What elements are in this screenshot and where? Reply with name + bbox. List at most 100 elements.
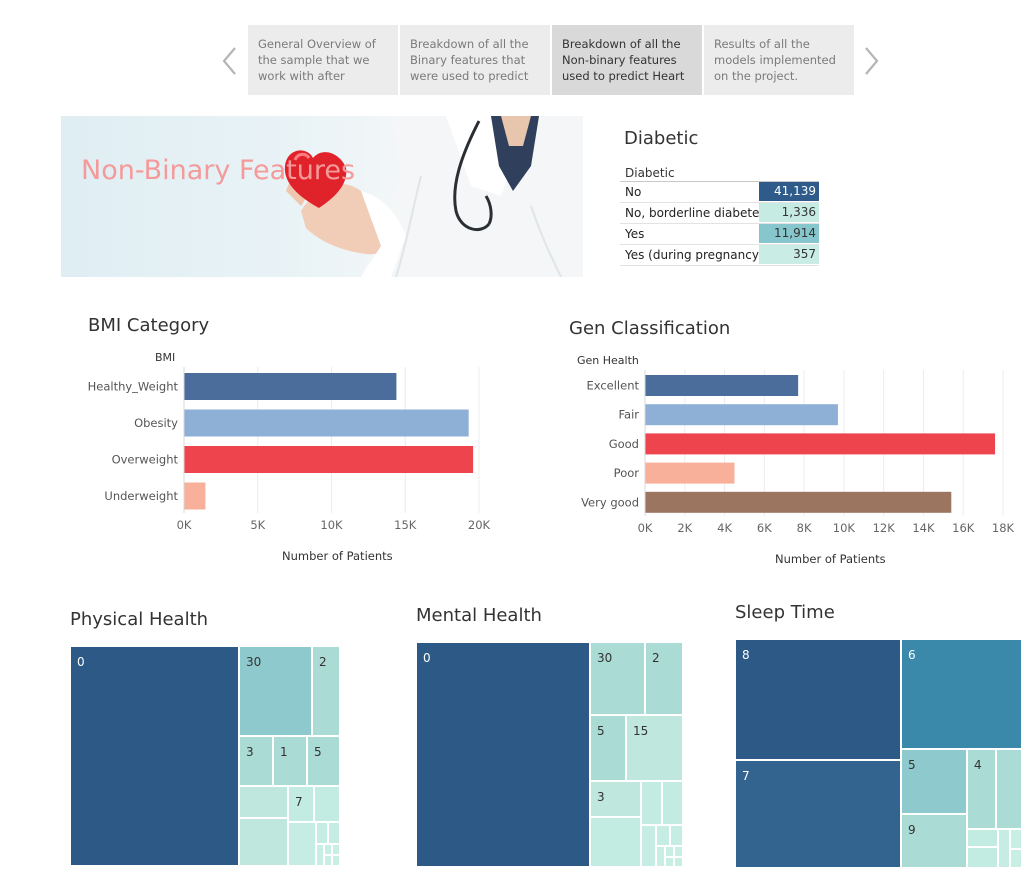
category-label: Healthy_Weight bbox=[88, 380, 179, 394]
treemap-cell[interactable] bbox=[1010, 849, 1022, 868]
diabetic-row-value: 1,336 bbox=[759, 203, 819, 222]
bar-overweight[interactable] bbox=[184, 446, 474, 473]
treemap-cell[interactable] bbox=[996, 749, 1022, 829]
treemap-cell-8[interactable]: 8 bbox=[735, 639, 901, 760]
treemap-cell[interactable] bbox=[665, 857, 674, 867]
bar-fair[interactable] bbox=[645, 404, 838, 426]
treemap-cell[interactable] bbox=[324, 844, 332, 855]
treemap-cell-4[interactable]: 4 bbox=[967, 749, 996, 829]
treemap-cell-3[interactable]: 3 bbox=[590, 781, 641, 817]
x-tick-label: 12K bbox=[873, 521, 896, 535]
bar-underweight[interactable] bbox=[184, 482, 206, 510]
treemap-cell[interactable] bbox=[288, 822, 316, 866]
bar-very-good[interactable] bbox=[645, 491, 952, 513]
x-tick-label: 0K bbox=[638, 521, 653, 535]
category-label: Excellent bbox=[586, 379, 639, 393]
next-story-arrow-icon[interactable] bbox=[860, 45, 882, 77]
story-point-1[interactable]: General Overview of the sample that we w… bbox=[248, 25, 398, 95]
treemap-cell-7[interactable]: 7 bbox=[288, 786, 314, 822]
treemap-cell[interactable] bbox=[967, 829, 998, 847]
treemap-label: 5 bbox=[314, 745, 322, 759]
treemap-cell-6[interactable]: 6 bbox=[901, 639, 1022, 749]
treemap-cell[interactable] bbox=[239, 818, 288, 866]
treemap-cell[interactable] bbox=[332, 844, 340, 855]
treemap-cell[interactable] bbox=[674, 846, 683, 857]
treemap-label: 6 bbox=[908, 648, 916, 662]
treemap-label: 15 bbox=[633, 724, 649, 738]
treemap-cell-1[interactable]: 1 bbox=[273, 736, 307, 786]
treemap-cell[interactable] bbox=[239, 786, 288, 818]
treemap-label: 8 bbox=[742, 648, 750, 662]
story-point-3-active[interactable]: Breakdown of all the Non-binary features… bbox=[552, 25, 702, 95]
diabetic-row-label: Yes bbox=[625, 227, 645, 241]
bar-healthy-weight[interactable] bbox=[184, 373, 397, 400]
treemap-cell-5[interactable]: 5 bbox=[590, 715, 626, 781]
treemap-cell[interactable] bbox=[314, 786, 340, 822]
previous-story-arrow-icon[interactable] bbox=[219, 45, 241, 77]
treemap-label: 0 bbox=[77, 655, 85, 669]
treemap-cell-0[interactable]: 0 bbox=[416, 642, 590, 867]
treemap-cell-15[interactable]: 15 bbox=[626, 715, 683, 781]
treemap-label: 2 bbox=[652, 651, 660, 665]
treemap-cell[interactable] bbox=[316, 844, 324, 866]
bar-obesity[interactable] bbox=[184, 409, 469, 437]
treemap-label: 5 bbox=[908, 758, 916, 772]
treemap-cell[interactable] bbox=[967, 847, 998, 868]
treemap-cell-30[interactable]: 30 bbox=[239, 646, 312, 736]
story-point-2[interactable]: Breakdown of all the Binary features tha… bbox=[400, 25, 550, 95]
treemap-cell-3[interactable]: 3 bbox=[239, 736, 273, 786]
treemap-label: 7 bbox=[742, 769, 750, 783]
category-label: Overweight bbox=[112, 453, 179, 467]
sleep-time-treemap: 8 6 7 5 4 9 bbox=[735, 639, 1022, 868]
treemap-cell-5[interactable]: 5 bbox=[307, 736, 340, 786]
x-tick-label: 0K bbox=[177, 518, 192, 532]
bar-good[interactable] bbox=[645, 433, 996, 455]
treemap-cell[interactable] bbox=[590, 817, 641, 867]
treemap-cell[interactable] bbox=[641, 781, 662, 825]
treemap-cell[interactable] bbox=[324, 855, 332, 866]
treemap-cell-9[interactable]: 9 bbox=[901, 814, 967, 868]
treemap-cell-2[interactable]: 2 bbox=[312, 646, 340, 736]
treemap-label: 5 bbox=[597, 724, 605, 738]
treemap-cell[interactable] bbox=[332, 855, 340, 866]
treemap-cell[interactable] bbox=[670, 825, 683, 846]
treemap-cell[interactable] bbox=[674, 857, 683, 867]
treemap-cell-5[interactable]: 5 bbox=[901, 749, 967, 814]
treemap-cell[interactable] bbox=[656, 846, 665, 867]
diabetic-row[interactable]: No, borderline diabetes 1,336 bbox=[620, 203, 819, 224]
treemap-cell[interactable] bbox=[665, 846, 674, 857]
sleep-time-title: Sleep Time bbox=[735, 602, 835, 623]
treemap-cell-2[interactable]: 2 bbox=[645, 642, 683, 715]
bmi-category-title: BMI Category bbox=[88, 315, 210, 336]
treemap-cell-30[interactable]: 30 bbox=[590, 642, 645, 715]
treemap-cell[interactable] bbox=[328, 822, 340, 844]
diabetic-title: Diabetic bbox=[624, 128, 699, 149]
diabetic-column-header: Diabetic bbox=[625, 166, 675, 180]
treemap-cell-0[interactable]: 0 bbox=[70, 646, 239, 866]
bar-excellent[interactable] bbox=[645, 375, 799, 396]
treemap-label: 30 bbox=[597, 651, 613, 665]
gen-classification-title: Gen Classification bbox=[569, 318, 731, 339]
treemap-label: 1 bbox=[280, 745, 288, 759]
gen-health-field-label: Gen Health bbox=[577, 354, 639, 367]
bmi-field-label: BMI bbox=[155, 351, 176, 364]
treemap-cell[interactable] bbox=[656, 825, 670, 846]
x-tick-label: 4K bbox=[717, 521, 732, 535]
diabetic-row[interactable]: No 41,139 bbox=[620, 182, 819, 203]
diabetic-row[interactable]: Yes (during pregnancy) 357 bbox=[620, 245, 819, 266]
physical-health-title: Physical Health bbox=[70, 609, 209, 630]
mental-health-treemap: 0 30 2 5 15 3 bbox=[416, 642, 683, 867]
story-point-4[interactable]: Results of all the models implemented on… bbox=[704, 25, 854, 95]
treemap-label: 4 bbox=[974, 758, 982, 772]
gen-x-axis-title: Number of Patients bbox=[775, 552, 886, 566]
x-tick-label: 15K bbox=[394, 518, 417, 532]
treemap-cell[interactable] bbox=[998, 829, 1010, 868]
bar-poor[interactable] bbox=[645, 462, 735, 484]
treemap-cell[interactable] bbox=[641, 825, 656, 867]
treemap-cell[interactable] bbox=[316, 822, 328, 844]
diabetic-row[interactable]: Yes 11,914 bbox=[620, 224, 819, 245]
x-tick-label: 10K bbox=[320, 518, 343, 532]
treemap-cell[interactable] bbox=[1010, 829, 1022, 849]
treemap-cell-7[interactable]: 7 bbox=[735, 760, 901, 868]
treemap-cell[interactable] bbox=[662, 781, 683, 825]
